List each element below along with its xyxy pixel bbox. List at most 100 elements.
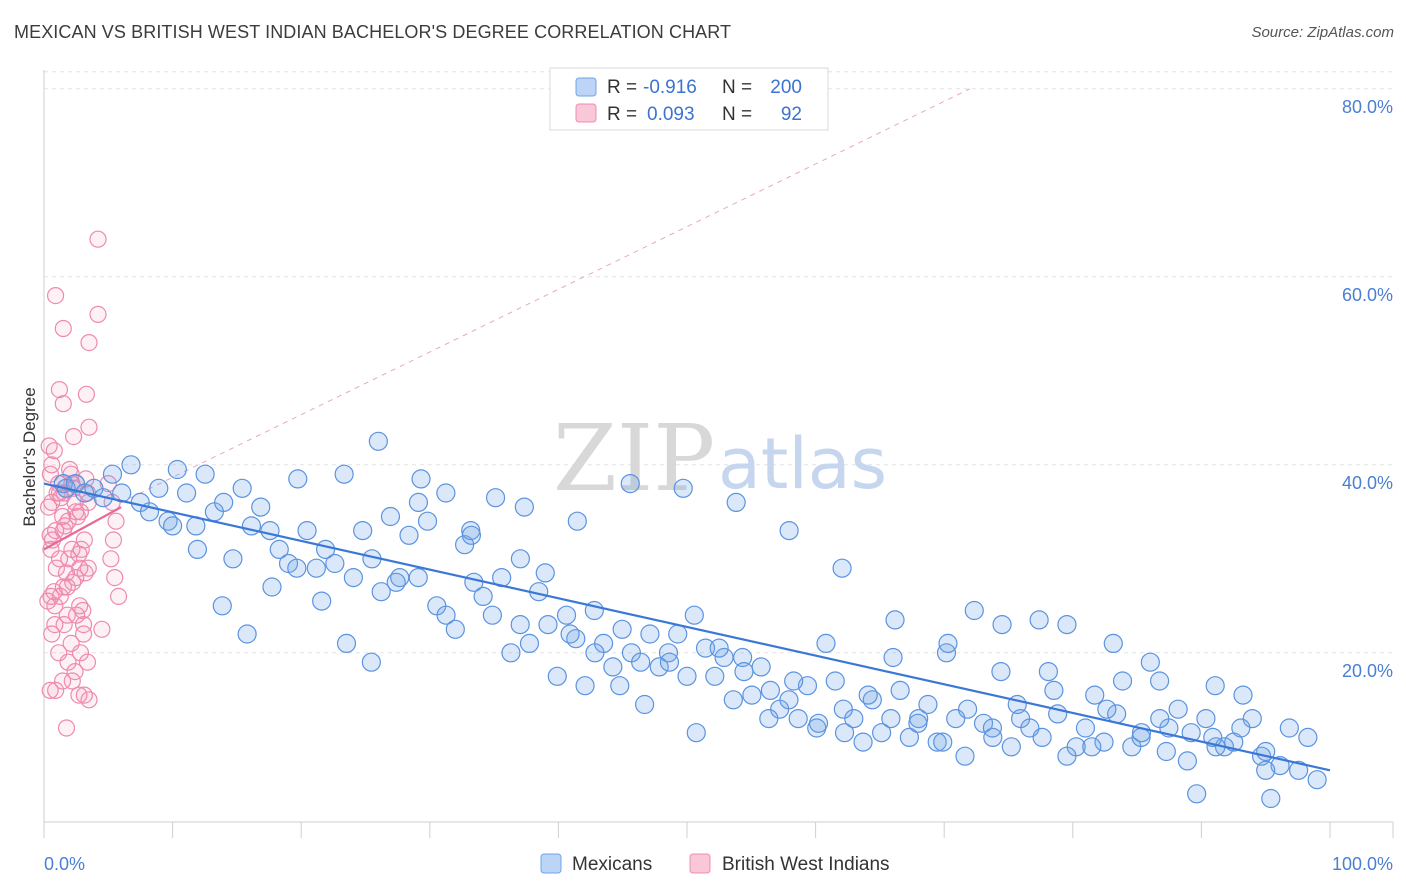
british-west-indians-point-69 (74, 615, 93, 634)
british-west-indians-point-89 (80, 691, 98, 709)
mexicans-point-153 (560, 624, 580, 644)
mexicans-point-103 (1001, 737, 1021, 757)
mexicans-point-192 (885, 610, 905, 630)
mexicans-point-26 (288, 469, 308, 489)
mexicans-point-83 (816, 633, 836, 654)
mexicans-point-44 (454, 535, 475, 555)
mexicans-point-131 (1261, 788, 1281, 809)
mexicans-point-11 (149, 478, 169, 498)
british-west-indians-point-36 (89, 305, 107, 323)
y-tick-label-2: 60.0% (1342, 285, 1393, 305)
british-west-indians-point-26 (43, 456, 61, 474)
mexicans-point-76 (751, 657, 771, 677)
mexicans-point-107 (1038, 661, 1059, 682)
mexicans-point-106 (1029, 610, 1049, 630)
british-west-indians-point-22 (41, 681, 59, 700)
british-west-indians-point-33 (77, 385, 96, 403)
mexicans-point-115 (1112, 671, 1133, 691)
mexicans-point-166 (883, 647, 903, 668)
mexicans-point-16 (195, 464, 215, 484)
mexicans-point-191 (832, 558, 852, 578)
british-west-indians-point-12 (42, 587, 60, 606)
british-west-indians-point-8 (50, 550, 69, 568)
british-west-indians-point-37 (46, 287, 65, 305)
mexicans-point-91 (890, 680, 910, 701)
british-west-indians-point-47 (60, 550, 78, 568)
mexicans-point-155 (610, 676, 630, 696)
mexicans-point-87 (853, 732, 873, 752)
mexicans-point-134 (1289, 760, 1309, 780)
mexicans-point-73 (723, 690, 743, 710)
mexicans-point-53 (538, 614, 558, 635)
british-west-indians-point-87 (93, 620, 111, 638)
mexicans-point-158 (684, 605, 704, 625)
mexicans-point-8 (121, 455, 141, 475)
mexicans-point-143 (312, 591, 332, 611)
mexicans-point-35 (371, 582, 391, 602)
mexicans-point-119 (1150, 671, 1170, 691)
mexicans-point-46 (473, 586, 493, 607)
mexicans-point-94 (918, 694, 938, 715)
mexicans-point-36 (380, 506, 401, 527)
british-west-indians-point-78 (45, 583, 63, 601)
british-west-indians-point-20 (66, 662, 84, 681)
british-west-indians-point-88 (63, 672, 81, 690)
mexicans-point-141 (262, 577, 282, 597)
british-west-indians-point-54 (55, 615, 73, 634)
british-west-indians-point-59 (75, 686, 93, 704)
british-west-indians-point-55 (43, 625, 61, 643)
mexicans-point-84 (825, 671, 845, 691)
mexicans-point-181 (1256, 760, 1276, 780)
bottom-legend-mexicans: Mexicans (572, 854, 652, 875)
mexicans-point-54 (547, 666, 567, 686)
mexicans-point-98 (955, 746, 975, 766)
british-west-indians-point-50 (64, 573, 82, 591)
mexicans-point-27 (297, 520, 317, 541)
trend-lines (43, 482, 1331, 772)
mexicans-point-185 (514, 497, 534, 517)
british-west-indians-point-35 (54, 319, 72, 338)
mexicans-point-38 (399, 525, 419, 545)
british-west-indians-point-34 (80, 334, 98, 352)
mexicans-point-178 (1181, 723, 1201, 743)
mexicans-point-148 (436, 483, 456, 503)
mexicans-point-42 (436, 605, 456, 625)
legend-swatch-british-west-indians (575, 103, 597, 123)
mexicans-point-18 (214, 492, 234, 512)
mexicans-point-79 (779, 690, 799, 710)
british-west-indians-point-27 (45, 442, 63, 460)
mexicans-point-146 (386, 572, 406, 592)
source-label: Source: ZipAtlas.com (1251, 24, 1394, 41)
mexicans-point-77 (760, 680, 781, 701)
mexicans-point-128 (1233, 685, 1253, 705)
mexicans-point-69 (686, 723, 706, 743)
british-west-indians-point-14 (58, 606, 76, 624)
watermark-atlas: atlas (718, 423, 887, 505)
chart-title: MEXICAN VS BRITISH WEST INDIAN BACHELOR'… (14, 22, 732, 42)
mexicans-point-32 (343, 567, 363, 588)
british-west-indians-point-63 (67, 503, 85, 521)
mexicans-point-186 (567, 511, 587, 531)
mexicans-point-157 (659, 652, 680, 672)
legend-n-value-1: 200 (770, 77, 802, 98)
mexicans-point-187 (620, 474, 640, 494)
mexicans-point-47 (482, 605, 502, 625)
mexicans-point-89 (872, 723, 892, 743)
mexicans-trend-line (43, 482, 1331, 772)
british-west-indians-point-24 (57, 719, 76, 737)
british-west-indians-point-56 (71, 644, 90, 662)
mexicans-point-139 (212, 596, 232, 616)
british-west-indians-point-19 (78, 653, 97, 671)
mexicans-point-112 (1085, 685, 1105, 705)
mexicans-point-51 (519, 633, 540, 654)
mexicans-point-39 (408, 567, 428, 588)
mexicans-point-154 (585, 643, 605, 663)
mexicans-point-177 (1156, 741, 1176, 762)
mexicans-point-167 (908, 713, 928, 733)
mexicans-point-64 (640, 624, 660, 644)
mexicans-point-43 (445, 619, 465, 639)
british-west-indians-point-42 (40, 498, 58, 516)
watermark-zip: ZIP (553, 405, 715, 512)
mexicans-point-138 (187, 539, 208, 560)
